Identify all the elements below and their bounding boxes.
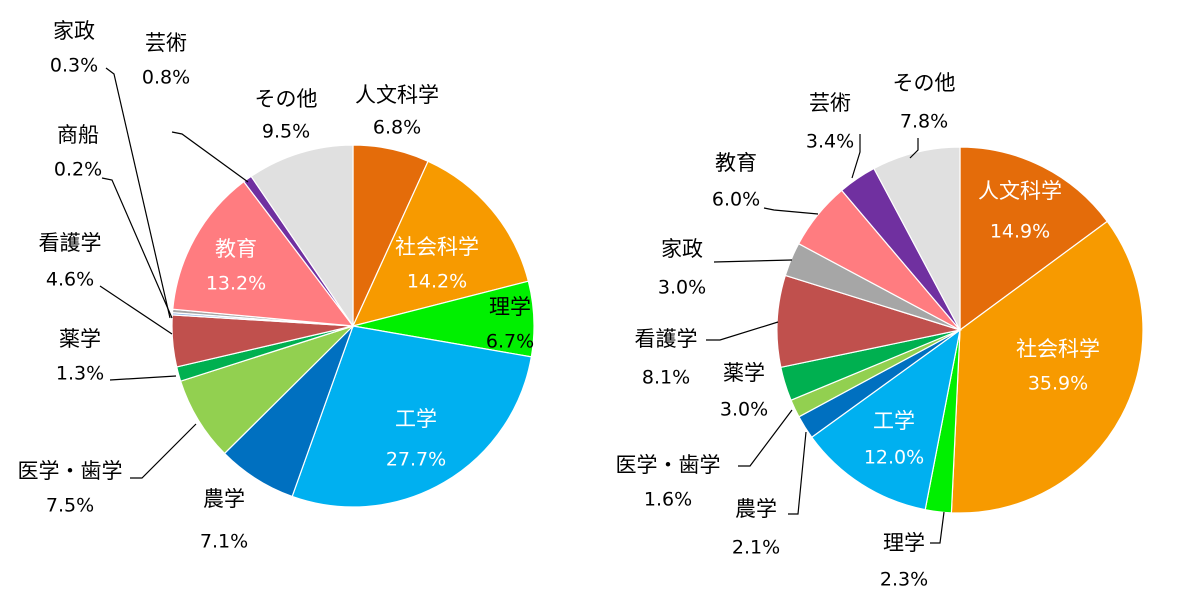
- slice-label: 農学: [203, 487, 245, 511]
- leader-line: [109, 375, 177, 381]
- slice-label: 工学: [395, 407, 437, 431]
- pie-chart-right: 人文科学 14.9% 社会科学 35.9% 理学 2.3% 工学 12.0% 農学 2.1% 医学・…: [616, 71, 1144, 591]
- slice-value: 1.3%: [56, 363, 104, 385]
- leader-line: [99, 285, 173, 335]
- pie-slice: [950, 220, 1144, 514]
- slice-label: 教育: [215, 237, 257, 261]
- slice-label: その他: [893, 71, 956, 95]
- slice-value: 0.8%: [142, 67, 190, 89]
- slice-value: 27.7%: [386, 449, 446, 471]
- leader-line: [788, 431, 807, 515]
- slice-label: 芸術: [809, 91, 851, 115]
- slice-label: 理学: [489, 295, 531, 319]
- slice-value: 7.5%: [46, 495, 94, 517]
- leader-line: [713, 259, 793, 263]
- leader-line: [763, 207, 819, 215]
- slice-value: 12.0%: [864, 447, 924, 469]
- pie-slice: [172, 180, 355, 327]
- slice-label: 工学: [873, 409, 915, 433]
- slice-value: 14.2%: [407, 271, 467, 293]
- slice-value: 0.3%: [50, 55, 98, 77]
- leader-line: [101, 177, 173, 319]
- leader-line: [738, 409, 793, 467]
- slice-label: 人文科学: [355, 83, 439, 107]
- leader-line: [909, 138, 919, 159]
- slice-label: 農学: [735, 497, 777, 521]
- leader-line: [130, 423, 197, 479]
- slice-value: 2.3%: [880, 569, 928, 591]
- slice-label: 医学・歯学: [18, 459, 123, 483]
- slice-value: 8.1%: [642, 367, 690, 389]
- pie-slice: [351, 160, 530, 327]
- slice-value: 7.1%: [200, 531, 248, 553]
- slice-value: 13.2%: [206, 273, 266, 295]
- leader-line: [171, 131, 249, 183]
- slice-label: 社会科学: [395, 235, 479, 259]
- slice-label: 人文科学: [978, 179, 1062, 203]
- slice-value: 3.0%: [658, 277, 706, 299]
- slice-label: 薬学: [59, 327, 101, 351]
- slice-label: 理学: [883, 531, 925, 555]
- slice-label: 芸術: [145, 31, 187, 55]
- slice-label: 家政: [53, 19, 95, 43]
- slice-value: 14.9%: [990, 221, 1050, 243]
- slice-label: 家政: [661, 237, 703, 261]
- pie-slice: [291, 325, 533, 508]
- leader-line: [851, 134, 861, 179]
- slice-value: 3.4%: [806, 131, 854, 153]
- slice-label: 社会科学: [1016, 337, 1100, 361]
- leader-line: [930, 511, 945, 544]
- slice-value: 6.0%: [712, 189, 760, 211]
- pie-chart-left: 人文科学 6.8% 社会科学 14.2% 理学 6.7% 工学 27.7% 農学 7.1% 医学・歯…: [18, 19, 535, 553]
- slice-value: 3.0%: [720, 399, 768, 421]
- leader-line: [105, 67, 171, 319]
- slice-value: 4.6%: [46, 269, 94, 291]
- slice-value: 6.8%: [373, 117, 421, 139]
- slice-value: 7.8%: [900, 111, 948, 133]
- slice-value: 1.6%: [644, 489, 692, 511]
- slice-label: 商船: [57, 123, 99, 147]
- leader-line: [706, 321, 779, 341]
- pie-slice: [250, 144, 354, 328]
- pie-slice: [776, 274, 963, 369]
- slice-label: 看護学: [39, 231, 102, 255]
- pie-slice: [959, 146, 1109, 332]
- slice-label: 薬学: [723, 361, 765, 385]
- slice-value: 35.9%: [1028, 373, 1088, 395]
- slice-label: 教育: [715, 151, 757, 175]
- slice-value: 2.1%: [732, 537, 780, 559]
- slice-label: その他: [255, 87, 318, 111]
- slice-value: 9.5%: [262, 121, 310, 143]
- slice-label: 医学・歯学: [616, 453, 721, 477]
- pie-slice: [810, 328, 961, 511]
- slice-value: 0.2%: [54, 159, 102, 181]
- slice-value: 6.7%: [486, 331, 534, 353]
- slice-label: 看護学: [635, 327, 698, 351]
